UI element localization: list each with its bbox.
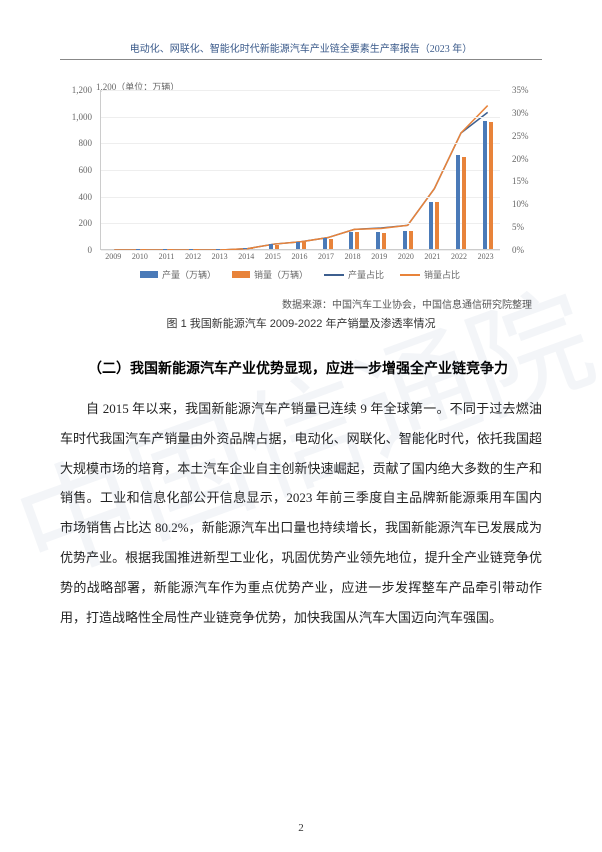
bar-sales: [382, 233, 386, 249]
legend-production: 产量（万辆）: [140, 268, 216, 281]
y1-tick: 600: [62, 165, 92, 175]
bar-sales: [409, 231, 413, 249]
page-number: 2: [0, 822, 602, 834]
section-subhead: （二）我国新能源汽车产业优势显现，应进一步增强全产业链竞争力: [60, 353, 542, 384]
legend-prod-share: 产量占比: [324, 268, 384, 281]
x-tick: 2020: [393, 252, 420, 261]
y1-tick: 400: [62, 192, 92, 202]
bar-sales: [302, 242, 306, 249]
bar-sales: [462, 157, 466, 249]
bar-production: [243, 248, 247, 249]
x-tick: 2019: [366, 252, 393, 261]
y2-tick: 30%: [512, 108, 540, 118]
bar-production: [296, 242, 300, 249]
page-header: 电动化、网联化、智能化时代新能源汽车产业链全要素生产率报告（2023 年）: [60, 40, 542, 60]
bar-sales: [249, 248, 253, 249]
x-tick: 2010: [127, 252, 154, 261]
chart: 1,200（单位：万辆） 200920102011201220132014201…: [66, 80, 536, 290]
y2-tick: 5%: [512, 222, 540, 232]
x-tick: 2015: [260, 252, 287, 261]
x-tick: 2018: [339, 252, 366, 261]
bar-production: [403, 231, 407, 249]
bar-production: [376, 232, 380, 249]
bar-sales: [329, 239, 333, 249]
y2-tick: 35%: [512, 85, 540, 95]
x-tick: 2013: [206, 252, 233, 261]
x-tick: 2023: [472, 252, 499, 261]
bar-production: [456, 155, 460, 249]
bar-production: [269, 244, 273, 249]
chart-caption: 图 1 我国新能源汽车 2009-2022 年产销量及渗透率情况: [60, 315, 542, 331]
y2-tick: 25%: [512, 131, 540, 141]
bar-production: [323, 238, 327, 249]
body-paragraph: 自 2015 年以来，我国新能源汽车产销量已连续 9 年全球第一。不同于过去燃油…: [60, 394, 542, 633]
chart-legend: 产量（万辆） 销量（万辆） 产量占比 销量占比: [100, 268, 500, 281]
x-tick: 2017: [313, 252, 340, 261]
legend-sales-share: 销量占比: [400, 268, 460, 281]
bar-sales: [355, 232, 359, 249]
x-tick: 2021: [419, 252, 446, 261]
bar-sales: [435, 202, 439, 249]
y2-tick: 15%: [512, 176, 540, 186]
y2-tick: 20%: [512, 154, 540, 164]
legend-sales: 销量（万辆）: [232, 268, 308, 281]
y2-tick: 0%: [512, 245, 540, 255]
chart-source: 数据来源：中国汽车工业协会，中国信息通信研究院整理: [60, 296, 532, 311]
y1-tick: 1,200: [62, 85, 92, 95]
bar-sales: [489, 122, 493, 249]
x-tick: 2011: [153, 252, 180, 261]
y1-tick: 1,000: [62, 112, 92, 122]
x-tick: 2014: [233, 252, 260, 261]
y1-tick: 800: [62, 138, 92, 148]
bar-sales: [275, 245, 279, 249]
x-axis: 2009201020112012201320142015201620172018…: [100, 252, 500, 261]
x-tick: 2022: [446, 252, 473, 261]
bar-production: [483, 121, 487, 249]
chart-plot: [100, 90, 500, 250]
y1-tick: 200: [62, 218, 92, 228]
y2-tick: 10%: [512, 199, 540, 209]
bar-production: [349, 232, 353, 249]
x-tick: 2016: [286, 252, 313, 261]
bar-production: [429, 202, 433, 249]
x-tick: 2009: [100, 252, 127, 261]
y1-tick: 0: [62, 245, 92, 255]
x-tick: 2012: [180, 252, 207, 261]
